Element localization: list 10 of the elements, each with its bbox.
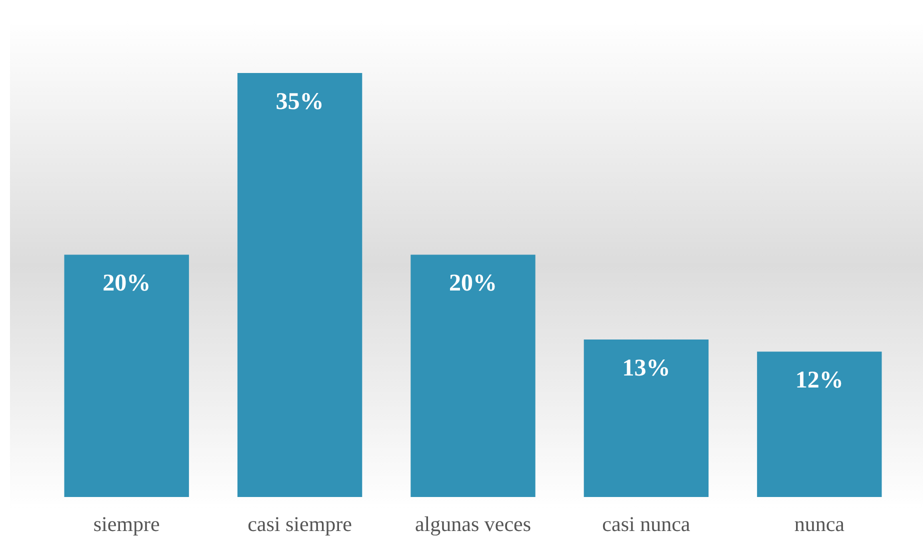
data-label: 35% xyxy=(276,89,324,115)
x-tick-label: casi siempre xyxy=(248,512,352,536)
x-tick-label: casi nunca xyxy=(602,512,691,536)
data-label: 13% xyxy=(622,356,670,382)
data-label: 20% xyxy=(102,270,151,297)
x-tick-label: nunca xyxy=(794,512,846,536)
x-tick-label: siempre xyxy=(93,512,160,536)
data-label: 12% xyxy=(795,368,844,394)
x-tick-label: algunas veces xyxy=(414,512,532,536)
data-label: 20% xyxy=(449,270,497,297)
